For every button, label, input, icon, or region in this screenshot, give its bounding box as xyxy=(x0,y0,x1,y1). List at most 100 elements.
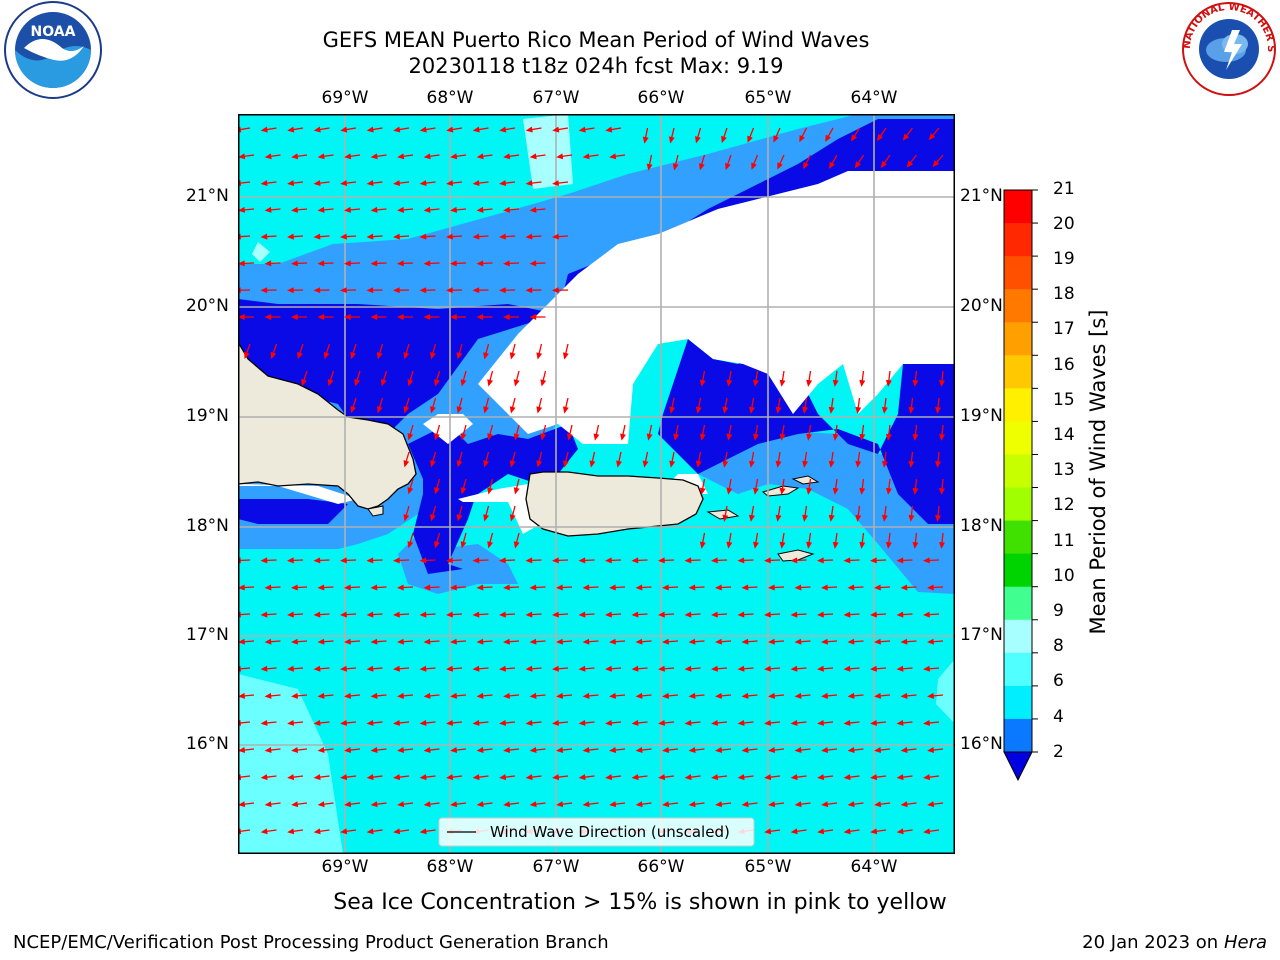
wind-wave-arrowhead xyxy=(456,406,463,414)
wind-wave-arrowhead xyxy=(291,801,299,808)
wind-wave-arrowhead xyxy=(768,747,776,753)
wind-wave-arrowhead xyxy=(843,828,851,835)
colorbar-tick-label: 20 xyxy=(1053,214,1075,234)
wind-wave-arrowhead xyxy=(698,163,705,171)
lat-label-right-5: 17°N xyxy=(960,625,1003,645)
wind-wave-arrowhead xyxy=(317,153,325,160)
wind-wave-arrowhead xyxy=(487,487,493,495)
wind-wave-arrowhead xyxy=(896,665,904,672)
wind-wave-arrowhead xyxy=(847,747,855,753)
wind-wave-arrowhead xyxy=(419,126,427,133)
wind-wave-arrowhead xyxy=(472,233,480,240)
wind-wave-arrowhead xyxy=(430,406,436,414)
wind-wave-arrowhead xyxy=(662,584,669,591)
wind-wave-arrowhead xyxy=(503,584,510,591)
wind-wave-arrowhead xyxy=(397,692,404,699)
wind-wave-arrowhead xyxy=(317,313,325,320)
colorbar-tick-label: 6 xyxy=(1053,671,1064,691)
wind-wave-arrowhead xyxy=(423,747,431,753)
wind-wave-arrowhead xyxy=(658,719,666,726)
wind-wave-arrowhead xyxy=(620,433,626,441)
colorbar-tick-label: 9 xyxy=(1053,601,1064,621)
wind-wave-arrowhead xyxy=(407,379,414,387)
wind-wave-arrowhead xyxy=(843,557,851,564)
wind-wave-arrowhead xyxy=(529,747,537,753)
wind-wave-arrowhead xyxy=(768,584,775,591)
wind-wave-arrowhead xyxy=(460,541,467,549)
colorbar-tick-label: 4 xyxy=(1053,707,1064,727)
wind-wave-arrowhead xyxy=(260,719,268,726)
lon-label-bottom-5: 65°W xyxy=(744,857,792,877)
wind-wave-arrowhead xyxy=(748,406,755,414)
wind-wave-arrowhead xyxy=(566,433,573,441)
wind-wave-arrowhead xyxy=(794,801,802,808)
wind-wave-arrowhead xyxy=(876,133,884,142)
wind-wave-arrowhead xyxy=(764,665,771,672)
wind-wave-arrowhead xyxy=(376,352,383,360)
wind-wave-arrowhead xyxy=(476,638,484,645)
wind-wave-arrowhead xyxy=(423,206,431,213)
wind-wave-arrowhead xyxy=(817,719,825,726)
colorbar-tick-label: 14 xyxy=(1053,425,1075,445)
wind-wave-arrowhead xyxy=(313,774,321,781)
wind-wave-arrowhead xyxy=(529,153,537,160)
wind-wave-arrowhead xyxy=(726,433,733,441)
wind-wave-arrowhead xyxy=(825,134,831,142)
footer-host: Hera xyxy=(1223,932,1267,953)
wind-wave-arrowhead xyxy=(499,665,506,672)
wind-wave-arrowhead xyxy=(397,638,404,645)
wind-wave-arrowhead xyxy=(430,514,436,522)
wind-wave-arrowhead xyxy=(344,801,352,808)
wind-wave-arrowhead xyxy=(287,233,294,240)
wind-wave-arrowhead xyxy=(562,460,569,468)
wind-wave-arrowhead xyxy=(768,801,776,808)
wind-wave-arrowhead xyxy=(476,206,484,213)
wind-wave-arrowhead xyxy=(821,584,828,591)
colorbar-title: Mean Period of Wind Waves [s] xyxy=(1086,309,1110,635)
wind-wave-arrowhead xyxy=(513,379,520,387)
wave-field-8to9-north xyxy=(523,114,573,189)
wind-wave-arrowhead xyxy=(419,287,427,294)
lon-label-top-6: 64°W xyxy=(850,88,898,108)
wind-wave-arrowhead xyxy=(642,136,649,144)
wind-wave-arrowhead xyxy=(927,692,934,699)
wind-wave-arrowhead xyxy=(393,126,401,133)
wind-wave-arrowhead xyxy=(499,557,506,564)
wind-wave-arrowhead xyxy=(350,351,357,360)
wind-wave-arrowhead xyxy=(688,584,696,591)
wind-wave-arrowhead xyxy=(908,460,915,468)
colorbar-tick-label: 15 xyxy=(1053,390,1075,410)
wind-wave-arrowhead xyxy=(635,747,643,753)
wind-wave-arrowhead xyxy=(317,801,325,808)
wind-wave-arrowhead xyxy=(529,584,537,591)
wind-wave-arrowhead xyxy=(695,406,702,414)
wind-wave-arrowhead xyxy=(291,747,299,753)
wind-wave-arrowhead xyxy=(688,692,696,699)
wind-wave-arrowhead xyxy=(726,487,733,495)
wind-wave-arrowhead xyxy=(773,135,779,143)
wind-wave-arrowhead xyxy=(578,611,586,618)
wind-wave-arrowhead xyxy=(529,692,537,699)
wind-wave-arrowhead xyxy=(291,692,298,699)
wind-wave-arrowhead xyxy=(859,487,866,495)
wind-wave-arrowhead xyxy=(397,153,405,160)
lon-label-bottom-2: 68°W xyxy=(426,857,474,877)
wind-wave-arrowhead xyxy=(327,378,334,387)
wind-wave-arrowhead xyxy=(483,406,489,414)
wind-wave-arrowhead xyxy=(366,774,374,781)
footer-date: 20 Jan 2023 on Hera xyxy=(1082,932,1267,953)
wind-wave-arrowhead xyxy=(313,828,321,835)
colorbar-segment xyxy=(1004,586,1032,621)
wind-wave-arrowhead xyxy=(393,828,401,835)
lon-label-top-1: 69°W xyxy=(321,88,369,108)
wind-wave-arrowhead xyxy=(499,774,507,781)
wind-wave-arrowhead xyxy=(631,611,639,618)
wind-wave-arrowhead xyxy=(393,611,400,618)
wind-wave-arrowhead xyxy=(446,233,453,240)
wind-wave-arrowhead xyxy=(238,206,245,213)
wind-wave-arrowhead xyxy=(238,747,246,753)
wave-field-8to9-west xyxy=(252,242,270,262)
lon-label-top-5: 65°W xyxy=(744,88,792,108)
wind-wave-arrowhead xyxy=(582,638,590,645)
wind-wave-arrowhead xyxy=(370,153,378,160)
